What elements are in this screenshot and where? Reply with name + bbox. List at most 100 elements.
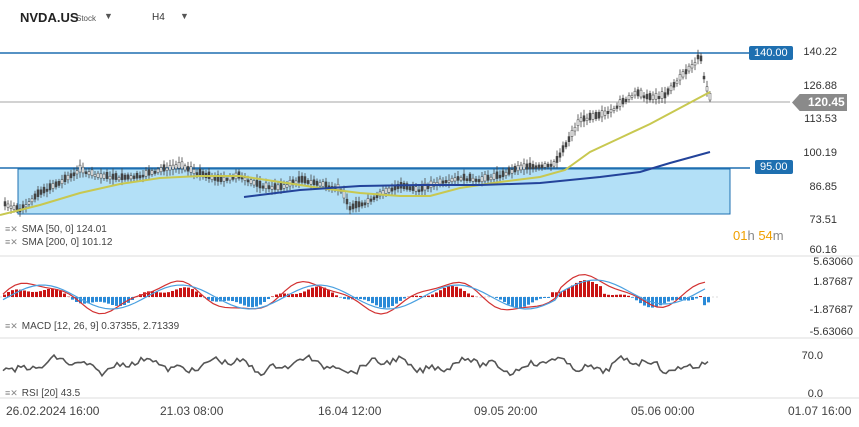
candle-body [63, 174, 67, 182]
candle-body [636, 89, 640, 97]
candle-body [597, 111, 601, 119]
timeframe-dropdown-icon[interactable]: ▼ [180, 11, 189, 21]
candle-body [225, 177, 229, 181]
rsi-legend[interactable]: ≡✕ RSI [20] 43.5 [5, 388, 81, 399]
macd-bar [107, 297, 110, 304]
macd-bar [307, 289, 310, 297]
macd-bar [571, 285, 574, 297]
macd-bar [275, 294, 278, 297]
macd-bar [503, 297, 506, 302]
candle-body [252, 180, 256, 186]
candle-body [120, 173, 124, 181]
candle-body [369, 198, 373, 202]
macd-bar [71, 297, 74, 300]
time-tick: 01.07 16:00 [788, 404, 852, 418]
macd-bar [419, 295, 422, 297]
macd-bar [595, 283, 598, 297]
candle-body [648, 93, 652, 101]
price-tick: 140.22 [803, 46, 837, 58]
candle-body [600, 110, 604, 118]
macd-bar [695, 297, 698, 299]
candle-body [444, 180, 448, 184]
candle-body [111, 173, 115, 180]
candle-body [561, 145, 565, 153]
macd-bar [415, 295, 418, 297]
candle-body [579, 117, 583, 123]
macd-bar [379, 297, 382, 308]
candle-body [414, 186, 418, 192]
candle-body [603, 110, 607, 116]
candle-body [612, 108, 616, 111]
candle-body [156, 168, 160, 173]
candle-body [147, 169, 151, 176]
macd-line [2, 274, 706, 315]
macd-bar [99, 297, 102, 302]
candle-body [594, 111, 598, 120]
candle-body [123, 174, 127, 180]
candle-body [489, 176, 493, 181]
candle-body [132, 175, 136, 179]
macd-legend[interactable]: ≡✕ MACD [12, 26, 9] 0.37355, 2.71339 [5, 321, 180, 332]
candle-body [588, 112, 592, 121]
resistance-tag[interactable]: 140.00 [749, 46, 793, 60]
candle-body [513, 165, 517, 173]
candle-body [555, 156, 559, 163]
candle-body [534, 165, 538, 169]
symbol-dropdown-icon[interactable]: ▼ [104, 11, 113, 21]
candle-body [639, 89, 643, 98]
macd-bar [315, 286, 318, 297]
price-tick: 113.53 [804, 113, 837, 125]
candle-body [318, 182, 322, 187]
candle-body [69, 173, 73, 179]
macd-bar [567, 288, 570, 297]
candle-body [384, 187, 388, 194]
candle-body [438, 178, 442, 185]
candle-body [549, 163, 553, 167]
timeframe-selector[interactable]: H4 [152, 12, 165, 23]
candle-body [258, 181, 262, 189]
macd-bar [495, 297, 498, 298]
macd-bar [239, 297, 242, 304]
candle-body [303, 176, 307, 184]
sma50-legend[interactable]: ≡✕ SMA [50, 0] 124.01 [5, 224, 107, 235]
candle-body [51, 183, 55, 189]
candle-body [684, 69, 688, 75]
price-tick: 86.85 [809, 181, 837, 193]
candle-body [441, 180, 445, 184]
candle-body [537, 164, 541, 169]
candle-body [417, 189, 421, 193]
macd-bar [291, 294, 294, 297]
time-tick: 16.04 12:00 [318, 404, 382, 418]
candle-body [6, 203, 10, 208]
candle-body [522, 163, 526, 170]
macd-bar [119, 297, 122, 307]
macd-bar [499, 297, 502, 300]
time-tick: 05.06 00:00 [631, 404, 695, 418]
candle-body [195, 172, 199, 176]
symbol-name[interactable]: NVDA.US [20, 10, 79, 25]
macd-histogram [3, 280, 710, 308]
macd-bar [187, 287, 190, 297]
support-tag[interactable]: 95.00 [755, 160, 793, 174]
candle-body [624, 98, 628, 102]
candle-body [645, 93, 649, 100]
sma200-legend[interactable]: ≡✕ SMA [200, 0] 101.12 [5, 237, 113, 248]
macd-bar [427, 295, 430, 297]
candle-body [36, 189, 40, 197]
candle-body [681, 71, 685, 78]
macd-bar [231, 297, 234, 302]
macd-bar [591, 281, 594, 297]
macd-bar [679, 297, 682, 301]
macd-bar [11, 290, 14, 297]
macd-tick: -1.87687 [809, 304, 853, 316]
macd-bar [387, 297, 390, 308]
macd-bar [391, 297, 394, 306]
macd-bar [687, 297, 690, 301]
macd-bar [619, 294, 622, 297]
candle-body [171, 164, 175, 170]
candle-body [573, 126, 577, 132]
macd-bar [215, 297, 218, 302]
macd-bar [667, 297, 670, 302]
candle-body [450, 178, 454, 182]
